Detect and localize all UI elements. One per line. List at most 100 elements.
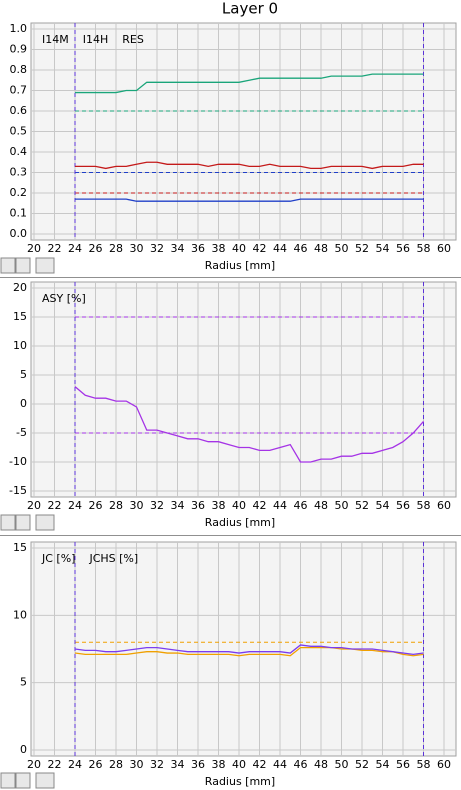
x-tick-label: 34	[171, 242, 185, 255]
y-tick-label: -15	[9, 484, 27, 497]
x-tick-label: 44	[273, 499, 287, 512]
x-tick-label: 50	[335, 758, 349, 771]
series-line	[75, 198, 424, 202]
x-tick-label: 58	[417, 758, 431, 771]
x-tick-label: 52	[355, 242, 369, 255]
zoom-button[interactable]	[0, 514, 16, 531]
x-tick-label: 38	[212, 499, 226, 512]
x-tick-label: 52	[355, 499, 369, 512]
x-tick-label: 34	[171, 499, 185, 512]
plot-area	[30, 541, 457, 757]
zoom-button[interactable]	[0, 772, 16, 789]
x-tick-label: 32	[150, 499, 164, 512]
y-tick-label: 10	[13, 608, 27, 621]
y-tick-label: 10	[13, 339, 27, 352]
x-tick-label: 58	[417, 499, 431, 512]
x-tick-label: 56	[396, 242, 410, 255]
x-tick-label: 40	[232, 242, 246, 255]
legend-label: RES	[122, 33, 144, 46]
y-tick-label: 0	[20, 743, 27, 756]
x-tick-label: 54	[376, 758, 390, 771]
x-tick-label: 24	[68, 242, 82, 255]
hand-button[interactable]	[35, 257, 55, 274]
x-tick-label: 40	[232, 758, 246, 771]
x-tick-label: 36	[191, 242, 205, 255]
pan-button[interactable]	[15, 514, 31, 531]
x-tick-label: 26	[89, 758, 103, 771]
y-tick-label: 5	[20, 368, 27, 381]
x-tick-label: 30	[130, 242, 144, 255]
legend-label: I14H	[83, 33, 109, 46]
chart-title: Layer 0	[222, 0, 278, 18]
x-tick-label: 42	[253, 242, 267, 255]
hand-button[interactable]	[35, 514, 55, 531]
x-tick-label: 28	[109, 499, 123, 512]
x-tick-label: 30	[130, 499, 144, 512]
x-tick-label: 48	[314, 242, 328, 255]
x-tick-label: 30	[130, 758, 144, 771]
x-tick-label: 42	[253, 499, 267, 512]
x-tick-label: 28	[109, 242, 123, 255]
y-tick-label: 20	[13, 281, 27, 294]
x-axis-label: Radius [mm]	[205, 516, 275, 529]
x-tick-label: 28	[109, 758, 123, 771]
series-line	[74, 386, 424, 463]
x-tick-label: 22	[48, 242, 62, 255]
y-tick-label: 0.7	[10, 84, 28, 97]
x-tick-label: 36	[191, 499, 205, 512]
x-tick-label: 24	[68, 758, 82, 771]
y-tick-label: 0.9	[10, 43, 28, 56]
series-line	[75, 161, 424, 170]
x-tick-label: 32	[150, 242, 164, 255]
x-tick-label: 38	[212, 758, 226, 771]
x-tick-label: 36	[191, 758, 205, 771]
x-tick-label: 54	[376, 499, 390, 512]
x-axis-label: Radius [mm]	[205, 775, 275, 788]
x-tick-label: 22	[48, 499, 62, 512]
x-tick-label: 50	[335, 499, 349, 512]
x-axis-label: Radius [mm]	[205, 259, 275, 272]
x-tick-label: 24	[68, 499, 82, 512]
toolbar	[0, 257, 55, 789]
y-tick-label: 1.0	[10, 22, 28, 35]
legend-label: I14M	[42, 33, 69, 46]
y-tick-label: 0.4	[10, 145, 28, 158]
x-tick-label: 38	[212, 242, 226, 255]
y-tick-label: 15	[13, 310, 27, 323]
series-line	[75, 73, 424, 94]
y-tick-label: 15	[13, 541, 27, 554]
y-tick-label: 0	[20, 397, 27, 410]
hand-button[interactable]	[35, 772, 55, 789]
y-tick-label: 0.5	[10, 125, 28, 138]
x-tick-label: 42	[253, 758, 267, 771]
x-tick-label: 22	[48, 758, 62, 771]
x-tick-label: 52	[355, 758, 369, 771]
x-tick-label: 50	[335, 242, 349, 255]
y-tick-label: 0.1	[10, 207, 28, 220]
y-tick-label: -10	[9, 455, 27, 468]
x-tick-label: 20	[27, 242, 41, 255]
y-tick-label: 0.8	[10, 63, 28, 76]
zoom-button[interactable]	[0, 257, 16, 274]
legend-label: ASY [%]	[42, 292, 86, 305]
pan-button[interactable]	[15, 772, 31, 789]
legend-label: JC [%]	[41, 552, 75, 565]
x-tick-label: 44	[273, 758, 287, 771]
x-tick-label: 60	[437, 242, 451, 255]
x-tick-label: 48	[314, 758, 328, 771]
legend-label: JCHS [%]	[88, 552, 138, 565]
x-tick-label: 20	[27, 499, 41, 512]
x-tick-label: 46	[294, 242, 308, 255]
x-tick-label: 60	[437, 499, 451, 512]
x-tick-label: 34	[171, 758, 185, 771]
x-tick-label: 48	[314, 499, 328, 512]
y-tick-label: 0.3	[10, 166, 28, 179]
pan-button[interactable]	[15, 257, 31, 274]
x-tick-label: 56	[396, 499, 410, 512]
x-tick-label: 56	[396, 758, 410, 771]
x-tick-label: 54	[376, 242, 390, 255]
series-line	[74, 644, 424, 656]
x-tick-label: 26	[89, 499, 103, 512]
